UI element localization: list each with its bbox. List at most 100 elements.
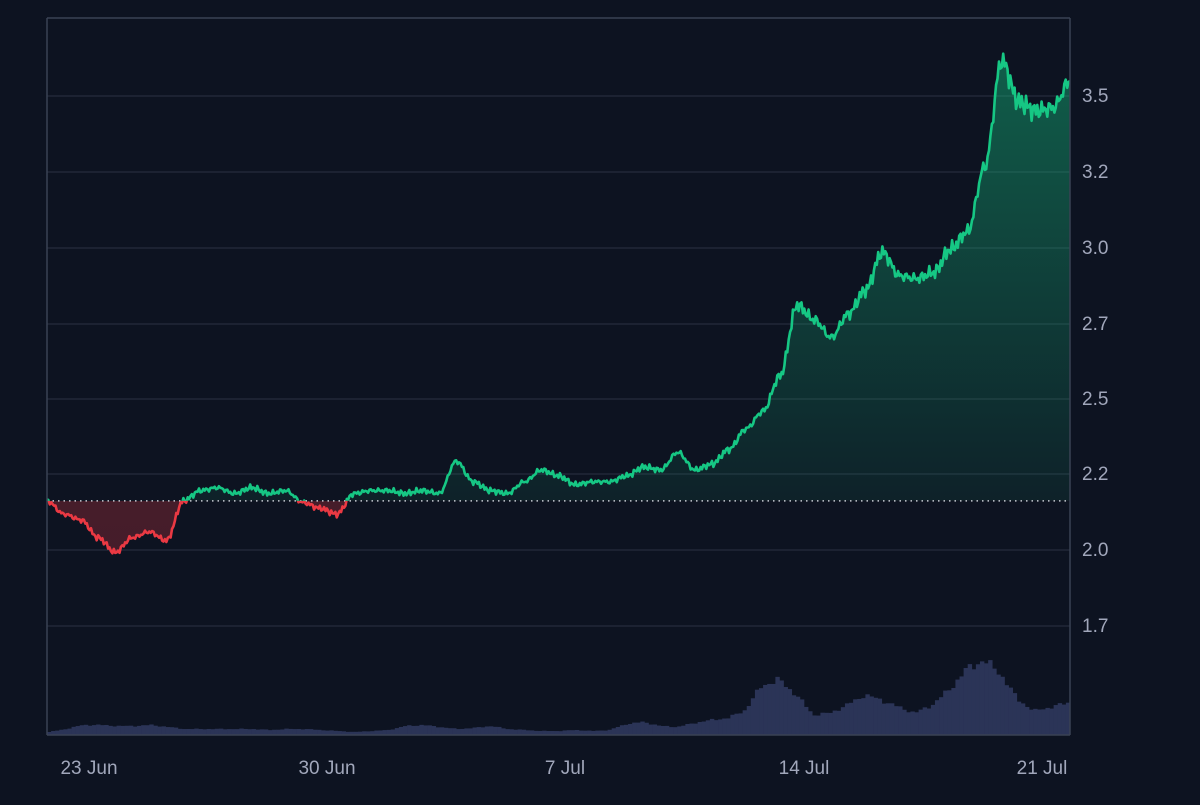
volume-bar [799,699,805,735]
volume-bar [206,728,211,735]
volume-bar [910,711,915,735]
volume-bar [247,729,252,735]
volume-bar [386,729,392,735]
volume-bar [321,730,326,735]
volume-bar [836,710,842,735]
volume-bar [353,731,359,735]
volume-bar [853,699,858,735]
volume-bar [452,728,457,735]
volume-bar [415,725,420,735]
volume-bar [1065,702,1071,735]
volume-bar [677,726,682,735]
volume-bar [100,725,105,735]
volume-bar [959,676,964,735]
volume-bar [251,729,256,735]
volume-bar [83,724,89,735]
volume-bar [382,730,387,735]
volume-bar [1057,703,1063,735]
volume-bar [623,724,629,735]
volume-bar [439,727,445,735]
volume-bar [918,709,923,735]
volume-bar [591,730,596,735]
volume-bar [468,728,473,735]
volume-bar [296,729,301,735]
volume-bar [562,730,567,735]
volume-bar [182,729,187,735]
volume-bar [431,726,437,735]
volume-bar [922,707,928,735]
volume-bar [75,726,81,735]
x-tick-label: 7 Jul [545,758,585,779]
volume-bar [1008,687,1014,735]
volume-bar [427,725,432,735]
area-above-baseline [47,53,1070,501]
volume-bar [263,729,269,735]
volume-bar [869,696,874,735]
volume-bar [783,687,788,735]
volume-bar [460,728,465,735]
volume-bar [435,727,441,735]
volume-bar [578,730,584,735]
area-below-baseline [47,500,1070,554]
volume-bar [407,725,412,735]
volume-bar [476,727,482,735]
volume-bar [693,723,698,735]
volume-bar [742,710,748,735]
volume-bar [885,703,891,735]
volume-bar [272,729,277,735]
volume-bar [779,680,784,735]
volume-bar [934,700,940,735]
volume-bar [1049,708,1054,735]
volume-bar [820,712,825,735]
volume-bar [791,695,797,735]
volume-bar [681,725,686,735]
volume-bar [149,724,154,735]
volume-bar [632,722,637,735]
y-tick-label: 3.0 [1082,238,1108,259]
volume-bar [877,698,883,735]
volume-bar [92,725,97,735]
volume-bar [538,730,543,735]
volume-bar [55,730,60,735]
volume-bars [47,660,1071,735]
volume-bar [648,724,653,735]
volume-bar [628,723,633,735]
volume-bar [153,725,158,735]
y-tick-label: 3.2 [1082,162,1108,183]
volume-bar [198,729,203,735]
volume-bar [738,713,743,735]
volume-bar [673,727,678,735]
volume-bar [308,729,314,735]
volume-bar [566,730,572,735]
volume-bar [378,730,383,735]
volume-bar [840,707,846,735]
y-tick-label: 2.0 [1082,540,1108,561]
volume-bar [914,712,919,735]
volume-bar [529,730,535,735]
volume-bar [190,729,195,735]
volume-bar [902,709,907,735]
volume-bar [857,698,862,735]
volume-bar [443,727,449,735]
volume-bar [370,731,375,735]
y-tick-label: 2.2 [1082,464,1108,485]
volume-bar [603,730,608,735]
volume-bar [456,729,461,735]
volume-bar [1016,701,1022,735]
volume-bar [828,712,833,735]
volume-bar [583,730,588,735]
volume-bar [267,730,273,735]
volume-bar [546,731,551,735]
volume-bar [570,730,576,735]
volume-bar [644,722,649,735]
volume-bar [128,725,134,735]
volume-bar [398,726,404,735]
volume-bar [169,727,175,735]
volume-bar [574,729,580,735]
volume-bar [542,730,547,735]
volume-bar [63,729,68,735]
volume-bar [525,730,531,735]
volume-bar [104,724,109,735]
volume-bar [808,711,813,735]
